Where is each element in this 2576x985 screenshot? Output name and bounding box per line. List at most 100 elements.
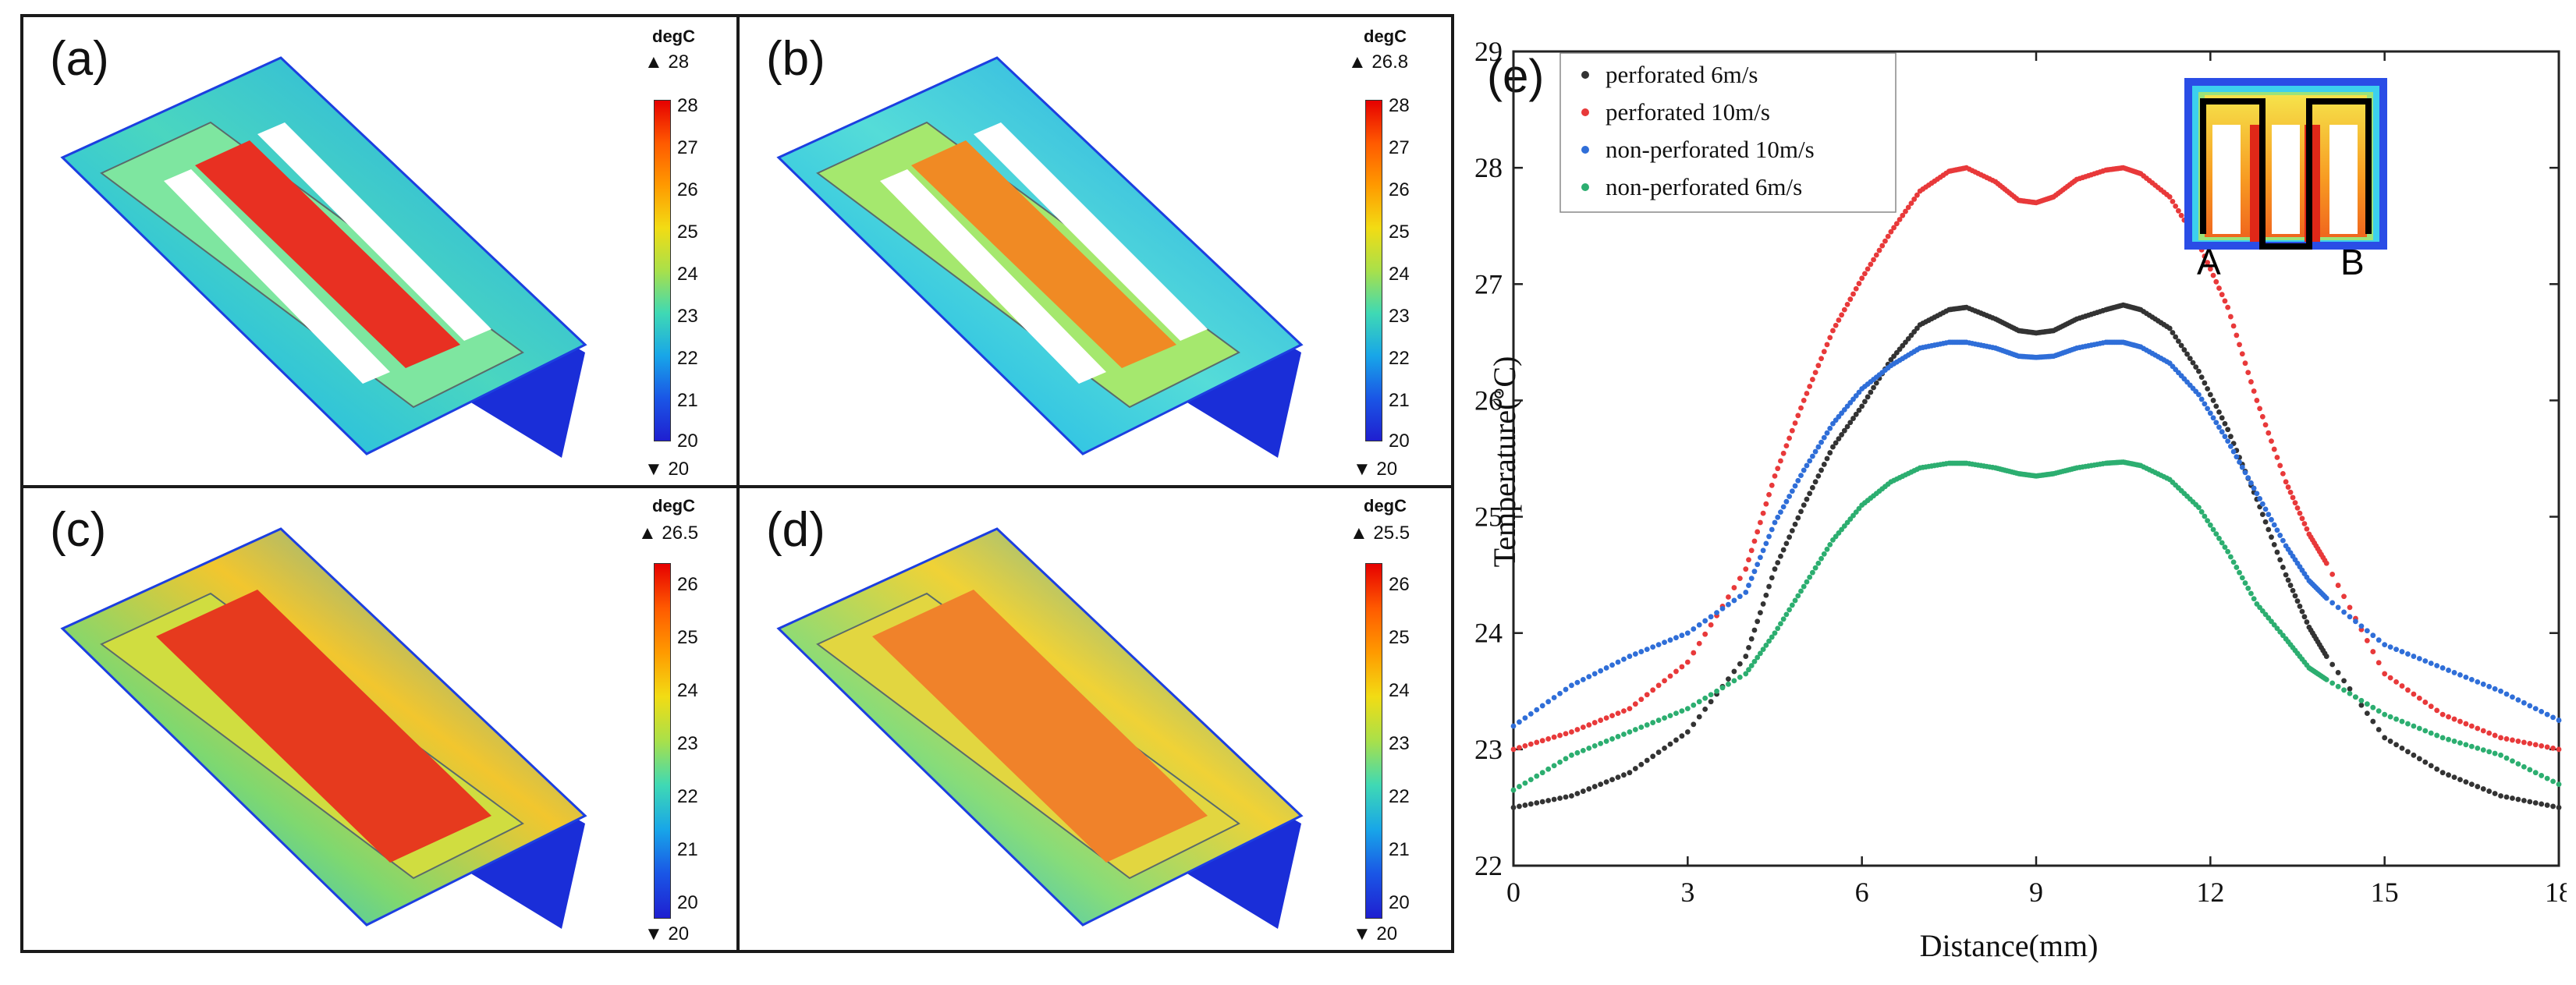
data-point [1632, 651, 1638, 657]
data-point [2222, 298, 2228, 304]
data-point [1807, 458, 1813, 464]
data-point [1545, 798, 1552, 803]
data-point [1821, 551, 1827, 557]
colorbar-tick: 22 [677, 786, 698, 807]
data-point [1751, 627, 1758, 633]
data-point [1879, 243, 1886, 249]
data-point [2475, 745, 2481, 751]
data-point [1737, 661, 1743, 667]
data-point [1766, 583, 1772, 590]
data-point [1510, 805, 1517, 810]
data-point [1775, 560, 1781, 565]
legend-label: non-perforated 10m/s [1606, 136, 1815, 163]
data-point [1824, 546, 1830, 552]
data-point [2216, 424, 2222, 430]
data-point [1775, 514, 1781, 520]
data-point [1627, 770, 1633, 776]
data-point [1746, 667, 1751, 673]
data-point [1517, 719, 1522, 725]
data-point [2446, 714, 2451, 720]
data-point [1757, 650, 1763, 657]
data-point [1801, 502, 1807, 508]
colorbar [654, 100, 671, 441]
data-point [1522, 803, 1528, 808]
data-point [2347, 614, 2353, 620]
data-point [1644, 757, 1650, 764]
data-series [1510, 165, 2562, 753]
data-point [2234, 565, 2240, 570]
data-point [1789, 427, 1795, 434]
data-point [2498, 688, 2503, 694]
data-point [2480, 681, 2486, 687]
data-point [2446, 736, 2451, 742]
data-point [1621, 708, 1627, 714]
data-point [1763, 592, 1769, 598]
data-point [2198, 374, 2205, 380]
data-point [1908, 200, 1914, 207]
data-point [2173, 203, 2179, 209]
data-point [2266, 512, 2272, 517]
data-point [1807, 384, 1813, 389]
data-point [2556, 805, 2562, 810]
data-point [1534, 707, 1540, 713]
data-point [2202, 401, 2208, 407]
data-point [2230, 323, 2237, 329]
data-point [1873, 252, 1879, 258]
data-point [2451, 716, 2457, 722]
data-point [2230, 559, 2237, 565]
data-point [1545, 736, 1552, 742]
data-point [2251, 596, 2257, 602]
inset-diagram: A B [2184, 78, 2387, 282]
data-point [2227, 443, 2234, 449]
data-point [1795, 515, 1801, 521]
data-point [1760, 647, 1766, 652]
data-point [1737, 674, 1743, 680]
data-point [2271, 446, 2277, 452]
data-point [2463, 742, 2469, 748]
data-point [1667, 673, 1673, 679]
data-point [1563, 731, 1569, 737]
data-point [1787, 534, 1793, 540]
data-point [1662, 678, 1667, 684]
data-point [1772, 566, 1778, 572]
data-point [1757, 610, 1763, 616]
data-point [2205, 406, 2211, 412]
colorbar-tick: 28 [677, 95, 698, 116]
colorbar-tick: 26 [1389, 574, 1410, 595]
data-point [1574, 727, 1581, 732]
data-point [2393, 742, 2399, 748]
data-point [2274, 527, 2280, 533]
data-point [2205, 386, 2211, 392]
data-point [1783, 611, 1790, 618]
data-point [1684, 659, 1691, 665]
data-point [2527, 703, 2533, 709]
data-point [1517, 803, 1522, 810]
data-point [2299, 516, 2305, 522]
data-point [2242, 360, 2248, 367]
data-point [1792, 420, 1798, 426]
data-point [1580, 788, 1586, 794]
data-point [2451, 739, 2457, 744]
data-point [1812, 479, 1818, 485]
data-point [1743, 566, 1749, 572]
heatmap-plate [60, 56, 587, 458]
data-point [1574, 791, 1581, 796]
data-point [1836, 436, 1842, 442]
data-point [1847, 516, 1854, 522]
data-point [2287, 583, 2294, 588]
data-point [1836, 530, 1842, 536]
data-point [1557, 795, 1563, 801]
data-point [1865, 394, 1871, 400]
data-point [2262, 506, 2269, 512]
data-point [1824, 430, 1830, 436]
data-point [1809, 453, 1815, 459]
data-point [2347, 686, 2353, 692]
data-point [2341, 678, 2347, 684]
data-point [2222, 434, 2228, 440]
data-point [1772, 519, 1778, 526]
data-point [2382, 671, 2388, 677]
data-point [1644, 692, 1650, 698]
data-point [2475, 784, 2481, 789]
data-point [2225, 548, 2231, 555]
data-point [2248, 379, 2254, 384]
